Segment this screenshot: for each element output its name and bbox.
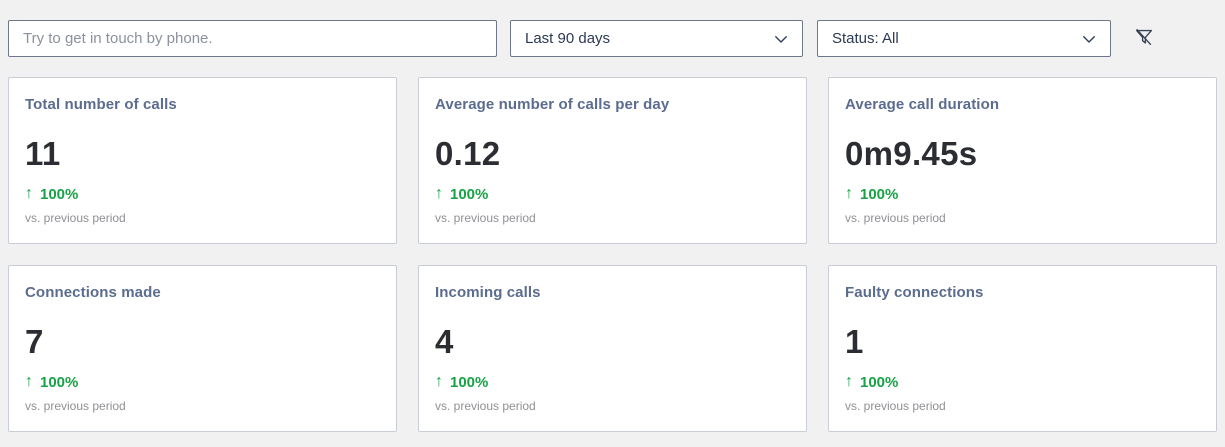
stat-card-total-calls: Total number of calls 11 ↑ 100% vs. prev…: [8, 77, 397, 244]
stat-trend: ↑ 100%: [845, 185, 898, 203]
stat-title: Average number of calls per day: [435, 96, 670, 113]
status-dropdown[interactable]: Status: All: [817, 20, 1111, 57]
stat-title: Faulty connections: [845, 284, 984, 301]
stat-comparison: vs. previous period: [845, 399, 946, 413]
stat-card-avg-calls-per-day: Average number of calls per day 0.12 ↑ 1…: [418, 77, 807, 244]
stat-cards-grid: Total number of calls 11 ↑ 100% vs. prev…: [8, 77, 1217, 432]
trend-percent: 100%: [860, 185, 899, 203]
stat-comparison: vs. previous period: [25, 211, 126, 225]
status-value: Status: All: [832, 30, 899, 47]
stat-card-connections-made: Connections made 7 ↑ 100% vs. previous p…: [8, 265, 397, 432]
chevron-down-icon: [772, 30, 790, 48]
arrow-up-icon: ↑: [25, 185, 33, 202]
stat-value: 0.12: [435, 135, 501, 172]
stat-value: 7: [25, 323, 44, 360]
arrow-up-icon: ↑: [435, 185, 443, 202]
stat-comparison: vs. previous period: [435, 399, 536, 413]
stat-title: Connections made: [25, 284, 161, 301]
stat-trend: ↑ 100%: [25, 373, 78, 391]
date-range-dropdown[interactable]: Last 90 days: [510, 20, 803, 57]
arrow-up-icon: ↑: [25, 373, 33, 390]
stat-title: Average call duration: [845, 96, 1000, 113]
stat-value: 1: [845, 323, 864, 360]
filter-bar: Last 90 days Status: All: [0, 0, 1225, 57]
stat-card-faulty-connections: Faulty connections 1 ↑ 100% vs. previous…: [828, 265, 1217, 432]
filter-off-icon: [1133, 26, 1155, 51]
stat-trend: ↑ 100%: [845, 373, 898, 391]
stat-value: 0m9.45s: [845, 135, 978, 172]
trend-percent: 100%: [450, 185, 489, 203]
trend-percent: 100%: [40, 373, 79, 391]
stat-comparison: vs. previous period: [25, 399, 126, 413]
arrow-up-icon: ↑: [845, 185, 853, 202]
arrow-up-icon: ↑: [845, 373, 853, 390]
stat-card-incoming-calls: Incoming calls 4 ↑ 100% vs. previous per…: [418, 265, 807, 432]
stat-card-avg-call-duration: Average call duration 0m9.45s ↑ 100% vs.…: [828, 77, 1217, 244]
stat-title: Total number of calls: [25, 96, 177, 113]
trend-percent: 100%: [40, 185, 79, 203]
stat-title: Incoming calls: [435, 284, 541, 301]
stat-value: 11: [25, 135, 61, 172]
arrow-up-icon: ↑: [435, 373, 443, 390]
stat-trend: ↑ 100%: [435, 185, 488, 203]
stat-trend: ↑ 100%: [435, 373, 488, 391]
trend-percent: 100%: [450, 373, 489, 391]
stat-trend: ↑ 100%: [25, 185, 78, 203]
stat-comparison: vs. previous period: [435, 211, 536, 225]
trend-percent: 100%: [860, 373, 899, 391]
clear-filter-button[interactable]: [1128, 23, 1160, 55]
stat-comparison: vs. previous period: [845, 211, 946, 225]
stat-value: 4: [435, 323, 454, 360]
date-range-value: Last 90 days: [525, 30, 611, 47]
search-input[interactable]: [8, 20, 497, 57]
chevron-down-icon: [1080, 30, 1098, 48]
